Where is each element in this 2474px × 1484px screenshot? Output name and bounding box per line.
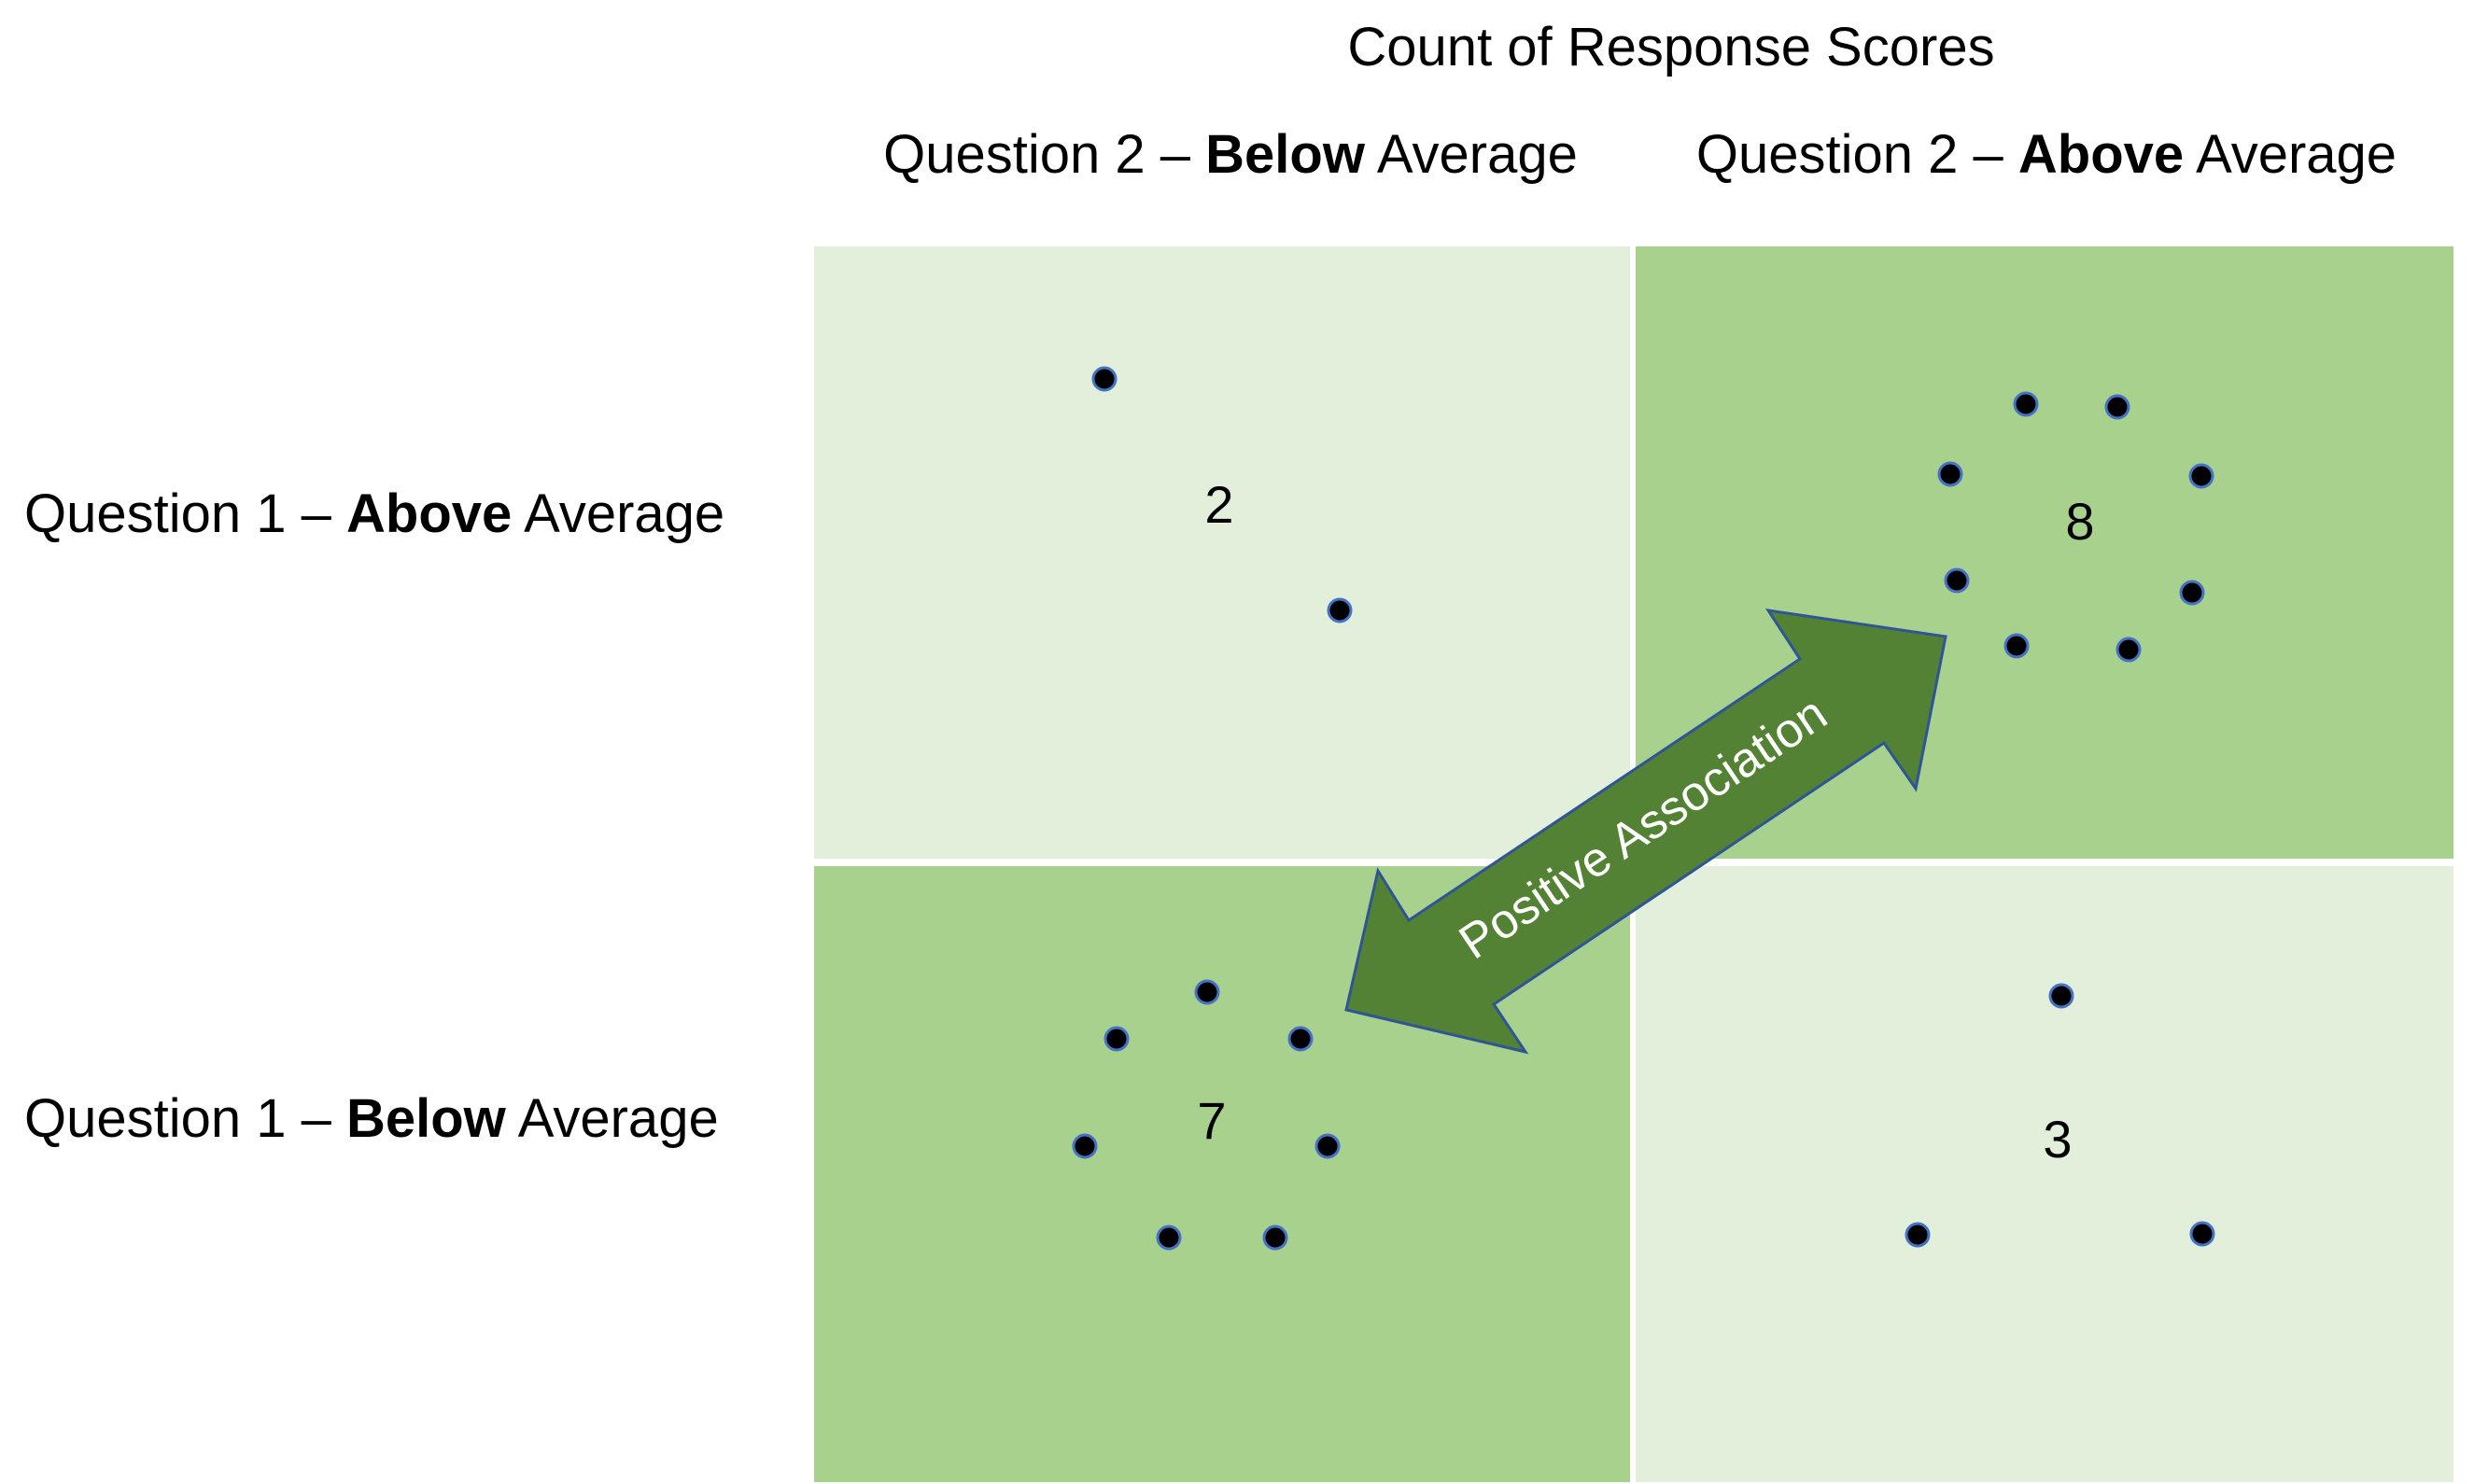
response-dot <box>1262 1225 1288 1251</box>
row-header-below: Question 1 – Below Average <box>24 1088 719 1149</box>
response-dot <box>1937 461 1963 487</box>
count-q1-below-q2-above: 3 <box>2043 1110 2072 1169</box>
response-dot <box>1072 1133 1098 1159</box>
response-dot <box>1156 1225 1182 1251</box>
response-dot <box>1287 1026 1314 1052</box>
response-dot <box>2189 1221 2215 1247</box>
response-dot <box>2188 463 2214 489</box>
diagram-title: Count of Response Scores <box>1347 17 1994 77</box>
response-dot <box>2116 637 2142 663</box>
response-dot <box>2013 391 2039 417</box>
dots-q1-above-q2-below <box>1091 366 1353 623</box>
dots-q1-above-q2-above <box>1937 391 2214 663</box>
dots-q1-below-q2-above <box>1905 983 2215 1248</box>
positive-association-arrow <box>1344 609 1947 1055</box>
response-dot <box>1327 597 1353 623</box>
cell-q1-above-q2-below <box>814 246 1630 859</box>
response-dot <box>2179 580 2205 606</box>
count-q1-above-q2-below: 2 <box>1204 475 1233 534</box>
response-dot <box>1944 567 1970 594</box>
response-dot <box>1194 979 1220 1005</box>
dots-q1-below-q2-below <box>1072 979 1341 1251</box>
count-q1-above-q2-above: 8 <box>2065 492 2094 551</box>
response-dot <box>2003 633 2030 659</box>
cell-q1-below-q2-above <box>1636 866 2453 1482</box>
column-header-below: Question 2 – Below Average <box>883 124 1578 185</box>
response-dot <box>1091 366 1118 392</box>
response-dot <box>1103 1026 1130 1052</box>
response-dot <box>1905 1222 1931 1248</box>
count-q1-below-q2-below: 7 <box>1197 1091 1226 1150</box>
response-dot <box>2104 394 2130 420</box>
response-dot <box>2048 983 2074 1009</box>
response-dot <box>1314 1133 1341 1159</box>
column-header-above: Question 2 – Above Average <box>1696 124 2397 185</box>
row-header-above: Question 1 – Above Average <box>24 483 724 544</box>
